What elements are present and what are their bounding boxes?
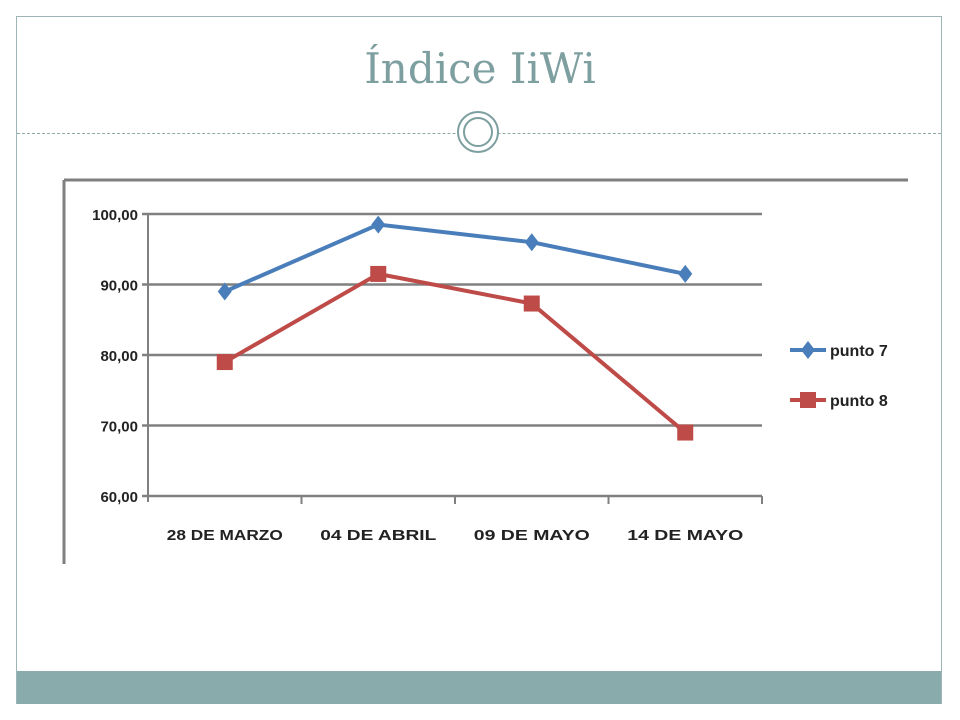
data-series (216, 215, 694, 441)
data-point-punto-7 (524, 233, 539, 252)
x-tick-label: 28 DE MARZO (167, 527, 283, 544)
data-point-punto-8 (523, 295, 540, 312)
chart-background (62, 178, 908, 564)
axes (147, 214, 763, 504)
y-tick-labels: 60,00 70,00 80,00 90,00 100,00 (92, 207, 138, 506)
legend: punto 7 punto 8 (790, 341, 888, 410)
data-point-punto-8 (370, 265, 387, 282)
line-chart: 60,00 70,00 80,00 90,00 100,00 28 DE MARZO 04… (62, 178, 908, 564)
data-point-punto-8 (216, 354, 233, 371)
data-point-punto-8 (677, 424, 694, 441)
x-tick-label: 14 DE MAYO (627, 527, 743, 544)
x-tick-label: 09 DE MAYO (474, 527, 590, 544)
y-tick-label: 60,00 (100, 489, 138, 506)
circle-ornament-icon (457, 111, 499, 153)
footer-bar (17, 671, 941, 704)
y-tick-label: 100,00 (92, 207, 138, 224)
data-point-punto-7 (371, 215, 386, 234)
data-point-punto-7 (678, 264, 693, 283)
x-tick-label: 04 DE ABRIL (320, 527, 436, 544)
y-tick-label: 90,00 (100, 278, 138, 295)
slide-title: Índice IiWi (364, 44, 596, 93)
legend-label-punto-8: punto 8 (830, 393, 888, 410)
series-line-punto-8 (223, 271, 687, 435)
x-tick-labels: 28 DE MARZO 04 DE ABRIL 09 DE MAYO 14 DE MA… (167, 527, 744, 544)
y-tick-label: 70,00 (100, 419, 138, 436)
data-point-punto-7 (217, 282, 232, 301)
legend-marker-punto-8 (800, 392, 816, 408)
y-tick-label: 80,00 (100, 348, 138, 365)
series-line-punto-7 (223, 222, 686, 294)
legend-marker-punto-7 (801, 341, 815, 359)
legend-label-punto-7: punto 7 (830, 343, 888, 360)
